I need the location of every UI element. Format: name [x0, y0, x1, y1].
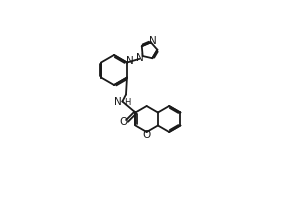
Text: N: N — [114, 97, 122, 107]
Text: H: H — [124, 98, 130, 107]
Text: O: O — [142, 130, 151, 140]
Text: N: N — [125, 55, 133, 66]
Text: N: N — [136, 53, 143, 63]
Text: O: O — [120, 117, 128, 128]
Text: N: N — [149, 36, 157, 46]
